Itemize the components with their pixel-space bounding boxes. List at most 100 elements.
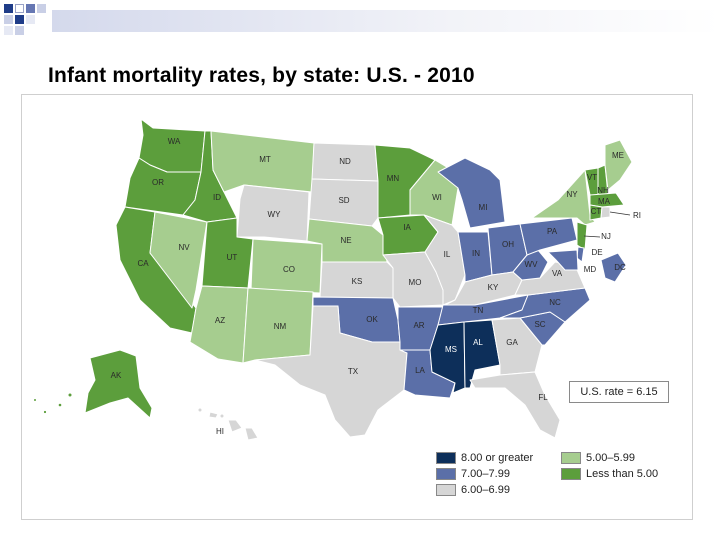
deco-square (4, 26, 13, 35)
state-label-MD: MD (584, 265, 597, 274)
state-DE (576, 246, 585, 263)
alaska-islet (33, 398, 37, 402)
state-TX (254, 305, 408, 438)
state-label-IL: IL (444, 250, 451, 259)
legend-swatch (561, 468, 581, 480)
legend-item: 6.00–6.99 (436, 484, 510, 496)
state-label-OH: OH (502, 240, 514, 249)
state-label-MT: MT (259, 155, 271, 164)
state-label-WA: WA (168, 137, 181, 146)
state-HI (244, 427, 259, 441)
state-label-NC: NC (549, 298, 561, 307)
legend-item: 8.00 or greater (436, 452, 533, 464)
state-label-NM: NM (274, 322, 287, 331)
header-decoration (0, 0, 720, 40)
state-ME (604, 139, 633, 191)
state-NV (149, 211, 208, 309)
state-label-PA: PA (547, 227, 558, 236)
state-label-UT: UT (227, 253, 238, 262)
state-label-AL: AL (473, 338, 483, 347)
deco-square (15, 26, 24, 35)
state-label-OK: OK (366, 315, 378, 324)
state-label-VT: VT (587, 173, 597, 182)
state-label-IA: IA (403, 223, 411, 232)
legend-label: Less than 5.00 (586, 468, 659, 480)
state-label-NY: NY (566, 190, 578, 199)
us-rate-text: U.S. rate = 6.15 (580, 386, 658, 398)
state-label-NJ: NJ (601, 232, 611, 241)
state-label-AR: AR (413, 321, 424, 330)
state-label-ID: ID (213, 193, 221, 202)
state-label-SC: SC (534, 320, 545, 329)
state-label-MI: MI (479, 203, 488, 212)
leader-line-NJ (583, 235, 601, 238)
state-PA (519, 217, 578, 256)
state-label-GA: GA (506, 338, 518, 347)
legend-item: Less than 5.00 (561, 468, 658, 480)
state-DC (600, 252, 627, 283)
state-label-NH: NH (597, 186, 609, 195)
state-label-RI: RI (633, 211, 641, 220)
state-label-NE: NE (340, 236, 351, 245)
state-label-LA: LA (415, 366, 425, 375)
state-label-TX: TX (348, 367, 359, 376)
state-label-ME: ME (612, 151, 624, 160)
header-gradient-bar (52, 10, 720, 32)
state-AK (84, 349, 153, 419)
legend-label: 7.00–7.99 (461, 468, 510, 480)
slide-title: Infant mortality rates, by state: U.S. -… (48, 64, 475, 87)
state-label-SD: SD (338, 196, 349, 205)
state-label-VA: VA (552, 269, 563, 278)
state-label-MO: MO (409, 278, 422, 287)
state-label-WY: WY (268, 210, 282, 219)
state-NY (531, 169, 596, 226)
state-label-WI: WI (432, 193, 442, 202)
state-label-AK: AK (111, 371, 122, 380)
state-MI (437, 157, 506, 229)
state-label-AZ: AZ (215, 316, 225, 325)
state-label-DC: DC (614, 263, 626, 272)
legend-item: 5.00–5.99 (561, 452, 635, 464)
legend-swatch (436, 452, 456, 464)
legend-item: 7.00–7.99 (436, 468, 510, 480)
state-label-FL: FL (538, 393, 548, 402)
legend-swatch (561, 452, 581, 464)
state-NJ (576, 221, 588, 251)
us-rate-box: U.S. rate = 6.15 (569, 381, 669, 403)
state-NC (499, 287, 591, 323)
state-label-CA: CA (137, 259, 149, 268)
state-label-TN: TN (473, 306, 484, 315)
state-label-MN: MN (387, 174, 400, 183)
deco-square (15, 15, 24, 24)
state-SD (308, 178, 379, 227)
state-label-IN: IN (472, 249, 480, 258)
alaska-islet (42, 409, 48, 415)
legend-label: 6.00–6.99 (461, 484, 510, 496)
alaska-islet (57, 402, 63, 408)
legend-label: 8.00 or greater (461, 452, 534, 464)
state-label-KY: KY (488, 283, 499, 292)
state-MA (589, 192, 625, 208)
state-label-CT: CT (591, 207, 602, 216)
deco-square (37, 4, 46, 13)
state-label-HI: HI (216, 427, 224, 436)
state-label-KS: KS (352, 277, 363, 286)
leader-line-RI (609, 211, 631, 216)
legend: 8.00 or greater 7.00–7.99 6.00–6.99 5.00… (436, 452, 676, 500)
legend-swatch (436, 484, 456, 496)
deco-square (26, 15, 35, 24)
deco-square (26, 4, 35, 13)
state-label-WV: WV (525, 260, 539, 269)
hawaii-islet (197, 407, 203, 413)
state-label-ND: ND (339, 157, 351, 166)
state-HI (227, 419, 243, 433)
state-label-CO: CO (283, 265, 295, 274)
state-FL (469, 371, 561, 439)
deco-square (15, 4, 24, 13)
state-RI (600, 206, 611, 219)
state-HI (208, 411, 219, 419)
deco-square (4, 15, 13, 24)
state-label-DE: DE (591, 248, 602, 257)
state-label-MA: MA (598, 197, 611, 206)
state-label-MS: MS (445, 345, 457, 354)
